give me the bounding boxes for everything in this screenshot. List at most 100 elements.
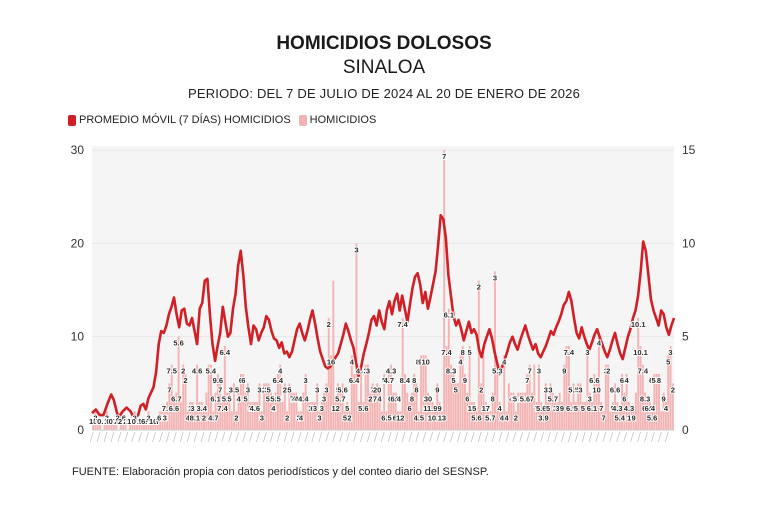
x-axis-tick: [602, 431, 607, 443]
bar: [581, 402, 584, 430]
bar: [475, 411, 478, 430]
bar: [136, 420, 138, 430]
data-label: 9: [463, 376, 467, 385]
data-label: 3: [133, 413, 137, 422]
bar: [281, 402, 284, 430]
data-label: 9.6: [213, 376, 223, 385]
data-label: 3: [163, 413, 167, 422]
bar: [191, 402, 194, 430]
data-label: 3: [264, 385, 268, 394]
data-label: 5: [454, 385, 458, 394]
bar: [219, 383, 222, 430]
bar: [625, 374, 628, 430]
bar: [376, 383, 379, 430]
data-label: 9: [662, 395, 666, 404]
bar: [327, 318, 330, 430]
data-label: 5.4: [206, 367, 217, 376]
data-label: 7: [197, 404, 201, 413]
data-label: 5.1: [651, 376, 661, 385]
data-label: 0.7: [97, 417, 107, 426]
data-label: 5.6: [173, 339, 183, 348]
data-label: 4: [498, 404, 503, 413]
data-label: 5.5: [568, 385, 578, 394]
bar: [378, 392, 381, 430]
bar: [473, 402, 476, 430]
bar: [413, 374, 416, 430]
bar: [461, 346, 464, 430]
bar: [544, 383, 547, 430]
chart-subtitle: SINALOA: [342, 57, 426, 78]
bar: [438, 402, 441, 430]
data-label: 9.3: [418, 357, 428, 366]
bar: [597, 336, 600, 430]
bar: [143, 420, 145, 430]
bar: [253, 402, 256, 430]
bar: [563, 364, 566, 430]
data-label: 7: [373, 395, 377, 404]
bar: [103, 420, 106, 430]
data-label: 2: [181, 367, 185, 376]
data-label: 8: [410, 395, 414, 404]
data-label: 7: [535, 404, 539, 413]
bar: [648, 402, 651, 430]
bar: [230, 411, 233, 430]
bar: [203, 411, 205, 430]
data-label: 3: [354, 245, 358, 254]
data-label: 7: [442, 152, 446, 161]
bar: [586, 346, 589, 430]
data-label: 6: [465, 395, 469, 404]
bar: [556, 402, 559, 430]
data-label: 6: [311, 404, 315, 413]
bar: [110, 420, 113, 430]
data-label: 5: [227, 395, 231, 404]
data-label: 9: [438, 404, 442, 413]
bar: [304, 374, 307, 430]
data-label: 6: [622, 395, 626, 404]
bar: [233, 383, 235, 430]
data-label: 6: [486, 413, 490, 422]
x-axis-tick: [96, 431, 101, 443]
x-axis-tick: [325, 431, 330, 443]
right-axis-tick-label: 0: [682, 423, 689, 437]
x-axis-tick: [623, 431, 627, 443]
data-label: 4: [271, 404, 276, 413]
data-label: 20: [373, 385, 381, 394]
bar: [149, 420, 152, 430]
chart-legend: PROMEDIO MÓVIL (7 DÍAS) HOMICIDIOS HOMIC…: [68, 114, 380, 126]
bar: [503, 355, 506, 430]
bar: [147, 411, 150, 430]
data-label: 7.5: [166, 367, 176, 376]
bar: [424, 355, 427, 430]
right-axis-tick-label: 5: [682, 330, 689, 344]
data-label: 8.3: [640, 395, 650, 404]
bar: [570, 402, 573, 430]
data-label: 5: [336, 385, 340, 394]
data-label: 5.6: [337, 385, 347, 394]
bar: [355, 243, 358, 430]
x-axis-tick: [311, 431, 316, 443]
bar: [94, 411, 97, 430]
bar: [186, 411, 189, 430]
bar: [429, 402, 432, 430]
bar: [498, 402, 501, 430]
x-axis-tick: [318, 431, 323, 443]
bar: [572, 383, 575, 430]
data-label: 1.5: [127, 417, 137, 426]
data-labels: 162710.731.50.70.7222.62.3211.530.5275.6…: [88, 151, 676, 427]
data-label: 6.4: [157, 413, 168, 422]
x-axis-tick: [547, 431, 551, 443]
bar: [318, 411, 321, 430]
bar: [209, 364, 212, 430]
bar: [334, 402, 337, 430]
data-label: 4: [500, 413, 505, 422]
data-label: 6.5: [381, 413, 391, 422]
data-label: 2: [183, 376, 187, 385]
data-label: 4: [292, 395, 297, 404]
data-label: 2: [606, 367, 610, 376]
bar: [246, 383, 249, 430]
data-label: 3: [105, 413, 109, 422]
bar: [260, 411, 263, 430]
bar: [630, 411, 633, 430]
x-axis-tick: [228, 431, 233, 443]
bar: [547, 402, 550, 430]
